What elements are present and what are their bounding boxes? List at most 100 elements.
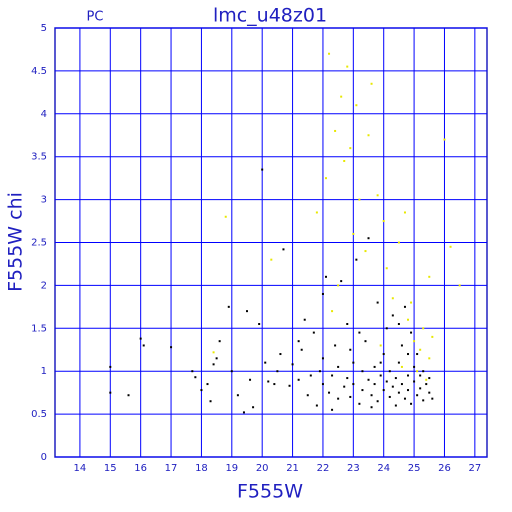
point	[428, 357, 431, 360]
point	[297, 378, 300, 381]
point	[394, 404, 397, 407]
point	[315, 404, 318, 407]
x-tick-label: 25	[408, 463, 421, 474]
point	[270, 258, 273, 261]
point	[388, 395, 391, 398]
y-tick-label: 3	[41, 195, 47, 206]
point	[376, 400, 379, 403]
point	[373, 383, 376, 386]
point	[367, 237, 370, 240]
point	[340, 280, 343, 283]
point	[267, 380, 270, 383]
point	[370, 82, 373, 85]
point	[403, 305, 406, 308]
point	[300, 348, 303, 351]
point	[385, 267, 388, 270]
point	[443, 138, 446, 141]
y-tick-label: 4.5	[31, 66, 47, 77]
point	[422, 399, 425, 402]
point	[346, 65, 349, 68]
point	[109, 365, 112, 368]
point	[391, 297, 394, 300]
point	[309, 374, 312, 377]
point	[370, 406, 373, 409]
point	[227, 305, 230, 308]
point	[215, 357, 218, 360]
point	[410, 331, 413, 334]
point	[343, 385, 346, 388]
point	[276, 370, 279, 373]
point	[410, 402, 413, 405]
x-tick-label: 24	[377, 463, 390, 474]
point	[376, 194, 379, 197]
point	[403, 211, 406, 214]
point	[449, 245, 452, 248]
point	[331, 408, 334, 411]
point	[403, 397, 406, 400]
point	[397, 391, 400, 394]
point	[428, 377, 431, 380]
point	[391, 314, 394, 317]
y-tick-label: 3.5	[31, 152, 47, 163]
point	[194, 376, 197, 379]
point	[400, 344, 403, 347]
point	[279, 353, 282, 356]
point	[428, 275, 431, 278]
point	[346, 377, 349, 380]
point	[346, 323, 349, 326]
point	[413, 380, 416, 383]
x-tick-label: 18	[195, 463, 208, 474]
point	[407, 318, 410, 321]
point	[419, 348, 422, 351]
point	[261, 168, 264, 171]
point	[407, 353, 410, 356]
point	[337, 284, 340, 287]
chart-title: lmc_u48z01	[213, 5, 327, 27]
point	[458, 284, 461, 287]
point	[337, 365, 340, 368]
y-tick-label: 0.5	[31, 409, 47, 420]
point	[400, 383, 403, 386]
point	[127, 394, 130, 397]
point	[331, 310, 334, 313]
point	[318, 370, 321, 373]
point	[394, 377, 397, 380]
point	[416, 370, 419, 373]
point	[358, 331, 361, 334]
y-tick-label: 2.5	[31, 238, 47, 249]
point	[419, 387, 422, 390]
point	[410, 301, 413, 304]
y-tick-label: 4	[41, 109, 47, 120]
point	[416, 353, 419, 356]
point	[200, 389, 203, 392]
point	[373, 365, 376, 368]
point	[349, 395, 352, 398]
point	[328, 52, 331, 55]
y-tick-label: 2	[41, 280, 47, 291]
point	[431, 335, 434, 338]
point	[321, 357, 324, 360]
point	[370, 394, 373, 397]
point	[142, 344, 145, 347]
point	[397, 241, 400, 244]
point	[306, 394, 309, 397]
x-tick-label: 23	[347, 463, 360, 474]
x-tick-label: 19	[225, 463, 238, 474]
point	[400, 365, 403, 368]
point	[419, 374, 422, 377]
point	[324, 177, 327, 180]
x-tick-label: 22	[317, 463, 330, 474]
point	[191, 370, 194, 373]
point	[407, 389, 410, 392]
point	[382, 353, 385, 356]
chart-subtitle: PC	[87, 10, 104, 25]
point	[425, 383, 428, 386]
x-tick-label: 27	[468, 463, 481, 474]
x-tick-label: 21	[286, 463, 299, 474]
point	[212, 363, 215, 366]
point	[258, 323, 261, 326]
point	[252, 406, 255, 409]
point	[334, 129, 337, 132]
point	[291, 363, 294, 366]
point	[288, 384, 291, 387]
